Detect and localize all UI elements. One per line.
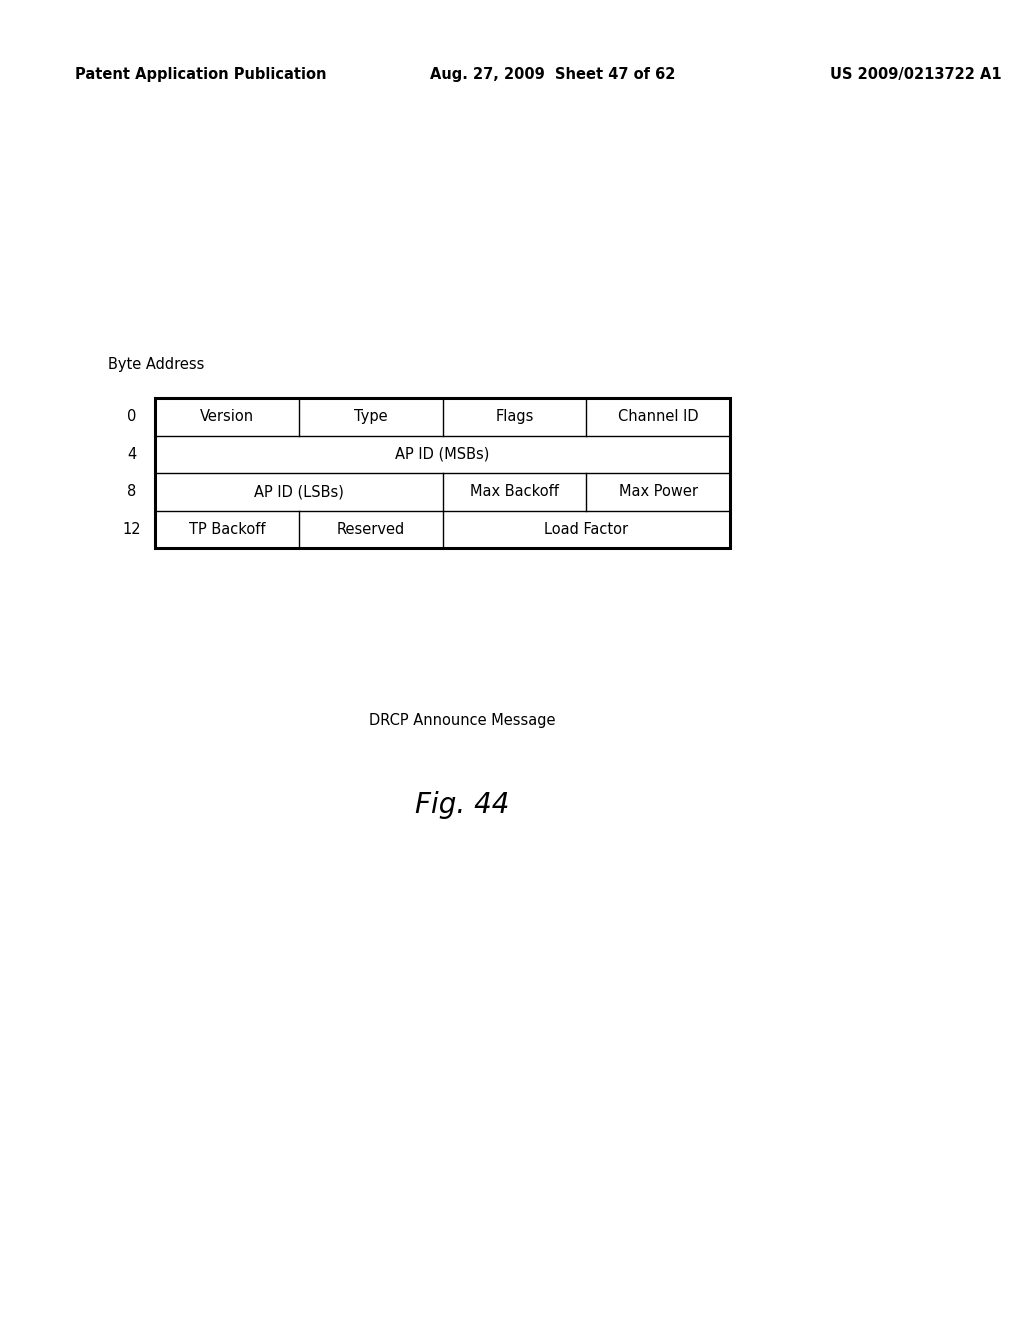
Text: Reserved: Reserved <box>337 521 404 537</box>
Text: 0: 0 <box>127 409 136 424</box>
Text: Version: Version <box>200 409 254 424</box>
Text: DRCP Announce Message: DRCP Announce Message <box>369 713 555 727</box>
Text: Type: Type <box>354 409 387 424</box>
Text: Byte Address: Byte Address <box>108 356 205 372</box>
Text: Channel ID: Channel ID <box>617 409 698 424</box>
Text: Flags: Flags <box>496 409 534 424</box>
Text: Load Factor: Load Factor <box>544 521 629 537</box>
Text: 12: 12 <box>123 521 141 537</box>
Text: Max Backoff: Max Backoff <box>470 484 559 499</box>
Text: Patent Application Publication: Patent Application Publication <box>75 67 327 82</box>
Text: 8: 8 <box>127 484 136 499</box>
Text: 4: 4 <box>127 446 136 462</box>
Text: Max Power: Max Power <box>618 484 697 499</box>
Text: AP ID (LSBs): AP ID (LSBs) <box>254 484 344 499</box>
Text: TP Backoff: TP Backoff <box>188 521 265 537</box>
Text: Fig. 44: Fig. 44 <box>415 791 509 818</box>
Text: Aug. 27, 2009  Sheet 47 of 62: Aug. 27, 2009 Sheet 47 of 62 <box>430 67 676 82</box>
Bar <box>155 399 730 548</box>
Text: US 2009/0213722 A1: US 2009/0213722 A1 <box>830 67 1001 82</box>
Text: AP ID (MSBs): AP ID (MSBs) <box>395 446 489 462</box>
